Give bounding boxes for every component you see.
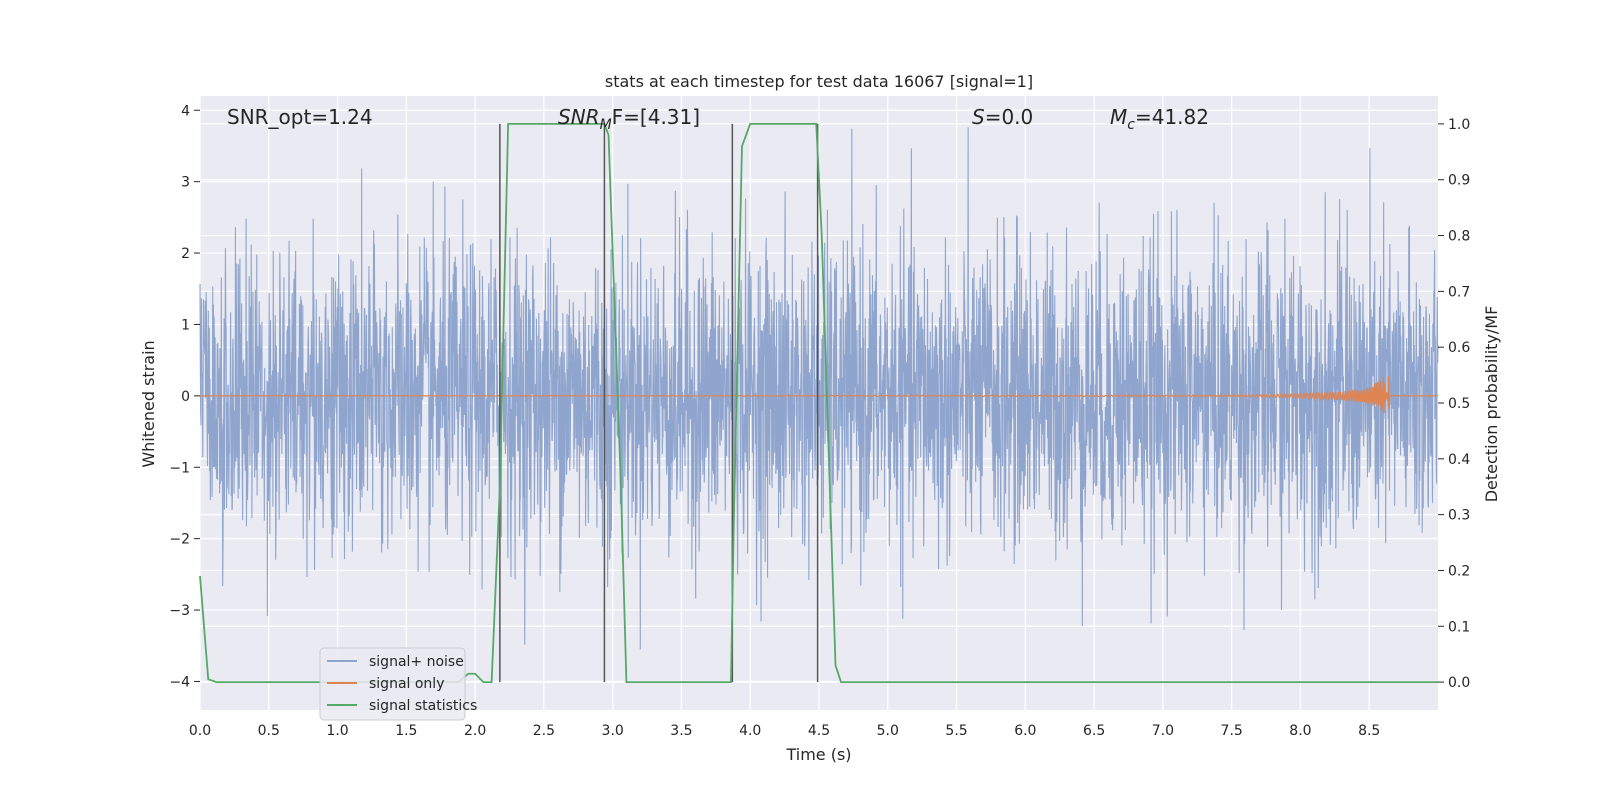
y-tick-label: −3 <box>169 603 190 619</box>
x-tick-label: 5.0 <box>877 723 899 739</box>
x-tick-label: 3.5 <box>670 723 692 739</box>
y2-axis-ticks: 0.0 0.1 0.2 0.3 0.4 0.5 0.6 0.7 0.8 0.9 1.0 <box>1438 117 1470 691</box>
y2-tick-label: 0.1 <box>1448 619 1470 635</box>
legend-label-signal-noise: signal+ noise <box>369 654 464 670</box>
legend-label-signal-only: signal only <box>369 676 444 692</box>
x-tick-label: 7.5 <box>1221 723 1243 739</box>
signal-noise-line <box>199 127 1439 650</box>
x-tick-label: 6.5 <box>1083 723 1105 739</box>
y-tick-label: 2 <box>181 246 190 262</box>
x-tick-label: 3.0 <box>602 723 624 739</box>
y-tick-label: −1 <box>169 460 190 476</box>
chart-title: stats at each timestep for test data 160… <box>605 72 1033 91</box>
y2-tick-label: 0.2 <box>1448 563 1470 579</box>
y-tick-label: −4 <box>169 674 190 690</box>
signal-only-line <box>200 375 1438 414</box>
x-tick-label: 4.5 <box>808 723 830 739</box>
y2-tick-label: 1.0 <box>1448 117 1470 133</box>
mc-annotation: Mc=41.82 <box>1110 105 1209 133</box>
x-tick-label: 4.0 <box>739 723 761 739</box>
x-tick-label: 8.0 <box>1289 723 1311 739</box>
signal-only-series <box>200 375 1438 414</box>
y2-tick-label: 0.4 <box>1448 452 1470 468</box>
x-tick-label: 2.5 <box>533 723 555 739</box>
y2-tick-label: 0.5 <box>1448 396 1470 412</box>
s-annotation: S=0.0 <box>972 105 1033 129</box>
signal-noise-series <box>199 127 1439 650</box>
x-tick-label: 8.5 <box>1358 723 1380 739</box>
y-tick-label: 0 <box>181 389 190 405</box>
y-tick-label: 4 <box>181 103 190 119</box>
y2-tick-label: 0.8 <box>1448 229 1470 245</box>
y-tick-label: 1 <box>181 317 190 333</box>
signal-statistics-line <box>199 123 1438 683</box>
snr-mf-annotation: SNRMF=[4.31] <box>558 105 700 133</box>
x-tick-label: 6.0 <box>1014 723 1036 739</box>
x-tick-label: 1.0 <box>326 723 348 739</box>
x-tick-label: 1.5 <box>395 723 417 739</box>
y2-tick-label: 0.6 <box>1448 340 1470 356</box>
legend: signal+ noise signal only signal statist… <box>319 647 477 721</box>
x-tick-label: 5.5 <box>945 723 967 739</box>
x-axis-label: Time (s) <box>785 745 851 764</box>
y-axis-label: Whitened strain <box>139 340 158 467</box>
y2-tick-label: 0.0 <box>1448 675 1470 691</box>
y-tick-label: 3 <box>181 175 190 191</box>
y-tick-label: −2 <box>169 532 190 548</box>
y2-tick-label: 0.3 <box>1448 508 1470 524</box>
x-tick-label: 0.0 <box>189 723 211 739</box>
legend-box <box>319 647 466 721</box>
y2-tick-label: 0.9 <box>1448 173 1470 189</box>
y2-tick-label: 0.7 <box>1448 284 1470 300</box>
snr-opt-annotation: SNR_opt=1.24 <box>227 105 373 129</box>
x-axis-ticks: 0.0 0.5 1.0 1.5 2.0 2.5 3.0 3.5 4.0 4.5 5.0 5.5 6.0 6… <box>189 723 1380 739</box>
legend-label-signal-statistics: signal statistics <box>369 698 477 714</box>
y2-axis-label: Detection probability/MF <box>1482 306 1501 503</box>
x-tick-label: 7.0 <box>1152 723 1174 739</box>
x-tick-label: 2.0 <box>464 723 486 739</box>
x-tick-label: 0.5 <box>258 723 280 739</box>
signal-statistics-series <box>199 123 1438 683</box>
y-axis-ticks: −4 −3 −2 −1 0 1 2 3 4 <box>169 103 200 690</box>
